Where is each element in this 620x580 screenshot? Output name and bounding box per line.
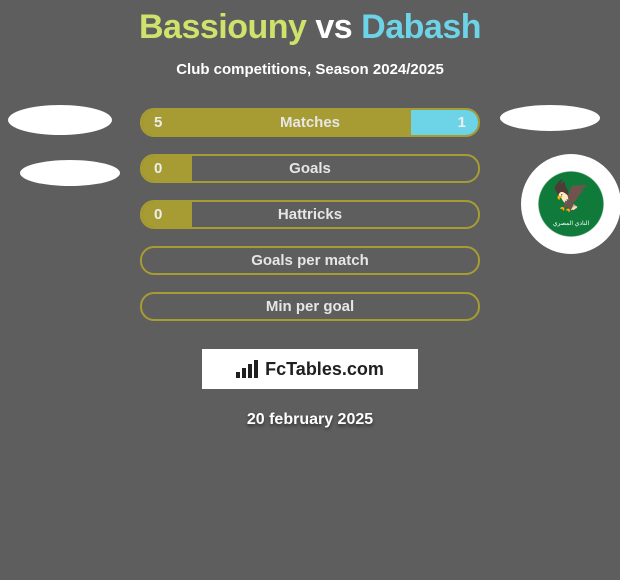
bar-label: Matches xyxy=(142,114,478,131)
eagle-icon: 🦅 xyxy=(552,179,589,214)
bar-label: Goals xyxy=(142,160,478,177)
player-left-avatar-1 xyxy=(8,105,112,135)
page-title: Bassiouny vs Dabash xyxy=(0,0,620,47)
bar-value-right: 1 xyxy=(458,114,466,131)
bars-icon xyxy=(236,360,258,378)
stat-row-matches: Matches5 1 xyxy=(140,108,480,137)
title-player-left: Bassiouny xyxy=(139,8,306,46)
bar-value-left: 0 xyxy=(154,160,162,177)
stat-row-hattricks: Hattricks0 xyxy=(140,200,480,229)
comparison-chart: 🦅 النادي المصري Matches51Goals0Hattricks… xyxy=(0,108,620,321)
bar-value-left: 0 xyxy=(154,206,162,223)
bar-label: Hattricks xyxy=(142,206,478,223)
bar-label: Min per goal xyxy=(142,298,478,315)
bars-container: Matches51Goals0Hattricks0Goals per match… xyxy=(140,108,480,321)
player-left-avatar-2 xyxy=(20,160,120,186)
fctables-badge: FcTables.com xyxy=(202,349,418,389)
bar-value-left: 5 xyxy=(154,114,162,131)
stat-row-goals-per-match: Goals per match xyxy=(140,246,480,275)
title-player-right: Dabash xyxy=(361,8,481,46)
club-badge: 🦅 النادي المصري xyxy=(521,154,620,254)
stat-row-goals: Goals0 xyxy=(140,154,480,183)
bar-label: Goals per match xyxy=(142,252,478,269)
footer-date: 20 february 2025 xyxy=(0,411,620,429)
club-caption: النادي المصري xyxy=(553,220,589,227)
subtitle: Club competitions, Season 2024/2025 xyxy=(0,61,620,78)
player-right-avatar xyxy=(500,105,600,131)
stat-row-min-per-goal: Min per goal xyxy=(140,292,480,321)
title-vs: vs xyxy=(306,8,361,46)
logo-text: FcTables.com xyxy=(265,359,384,380)
club-badge-inner: 🦅 النادي المصري xyxy=(532,165,610,243)
